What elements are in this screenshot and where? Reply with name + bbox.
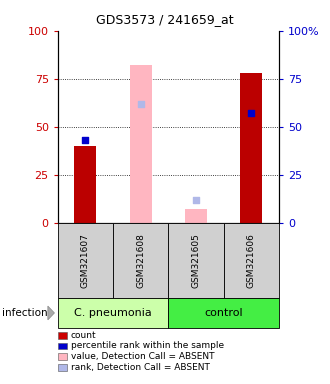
Point	[193, 197, 199, 203]
Text: GSM321606: GSM321606	[247, 233, 256, 288]
Point	[138, 101, 143, 107]
Text: value, Detection Call = ABSENT: value, Detection Call = ABSENT	[71, 352, 214, 361]
Text: infection: infection	[2, 308, 47, 318]
Text: GSM321608: GSM321608	[136, 233, 145, 288]
Text: percentile rank within the sample: percentile rank within the sample	[71, 341, 224, 351]
Bar	[130, 65, 152, 223]
Text: control: control	[204, 308, 243, 318]
Bar	[74, 146, 96, 223]
Text: C. pneumonia: C. pneumonia	[74, 308, 152, 318]
Text: count: count	[71, 331, 97, 340]
Bar	[185, 209, 207, 223]
Point	[248, 110, 254, 116]
Text: GDS3573 / 241659_at: GDS3573 / 241659_at	[96, 13, 234, 26]
Text: GSM321607: GSM321607	[81, 233, 90, 288]
Polygon shape	[48, 306, 54, 320]
Bar	[240, 73, 262, 223]
Text: GSM321605: GSM321605	[191, 233, 200, 288]
Point	[83, 137, 88, 143]
Text: rank, Detection Call = ABSENT: rank, Detection Call = ABSENT	[71, 363, 210, 372]
